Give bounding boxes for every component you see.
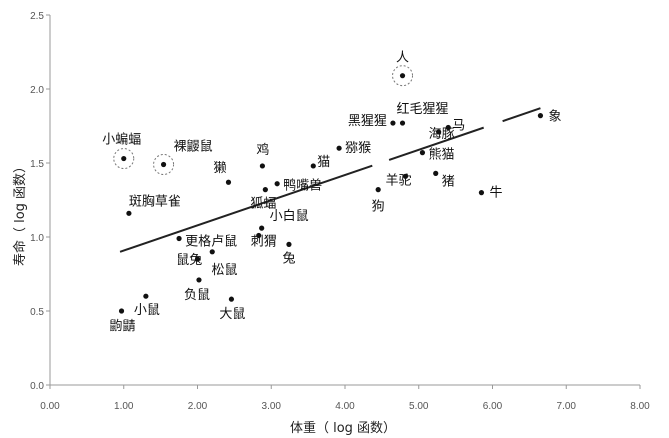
x-tick-label: 5.00 [409, 401, 429, 412]
point-label: 牛 [489, 186, 502, 201]
tick-labels: 0.00 1.00 2.00 3.00 4.00 5.00 6.00 7.00 8.00 0.0 0… [30, 11, 650, 412]
trendline [119, 164, 373, 253]
point-label: 鼠兔 [176, 253, 202, 268]
point-label: 斑胸草雀 [129, 194, 181, 209]
point-label: 鸡 [256, 142, 269, 158]
data-point [433, 170, 439, 176]
x-tick-label: 1.00 [114, 401, 134, 412]
point-label: 鸭嘴兽 [283, 179, 322, 194]
data-point [259, 225, 265, 231]
data-point [478, 190, 485, 196]
highlight-ring [392, 65, 414, 87]
data-point [121, 155, 127, 162]
x-tick-label: 0.00 [40, 401, 60, 412]
data-point [399, 120, 406, 126]
data-point [196, 277, 202, 283]
point-label: 鼩鼱 [110, 319, 136, 334]
point-label: 大鼠 [219, 307, 245, 322]
point-label: 刺猬 [251, 235, 277, 250]
point-label: 兔 [282, 251, 295, 266]
data-points [113, 65, 544, 314]
point-label: 更格卢鼠 [185, 233, 237, 249]
highlight-ring [113, 148, 135, 170]
y-tick-label: 0.5 [30, 307, 44, 318]
x-tick-label: 8.00 [630, 401, 650, 412]
data-point [375, 187, 381, 193]
point-label: 负鼠 [184, 288, 210, 303]
x-tick-label: 7.00 [557, 401, 577, 412]
data-point [336, 145, 342, 151]
point-label: 狐蝠 [250, 197, 276, 212]
point-label: 松鼠 [212, 263, 238, 278]
y-tick-label: 2.5 [30, 11, 44, 22]
highlight-ring [153, 153, 175, 175]
point-label: 黑猩猩 [348, 114, 387, 129]
data-point [225, 179, 232, 185]
trendline-group [119, 107, 541, 253]
data-point [419, 150, 426, 156]
data-point [310, 163, 316, 169]
data-point [399, 73, 406, 79]
axes [46, 14, 641, 389]
data-point [160, 161, 167, 168]
point-label: 海豚 [429, 127, 455, 142]
data-point [126, 210, 132, 216]
data-point [176, 235, 182, 242]
point-label: 猪 [442, 174, 455, 189]
data-point [274, 181, 280, 187]
data-point [402, 173, 409, 179]
point-label: 小鼠 [134, 303, 160, 318]
data-point [143, 293, 149, 299]
data-point [256, 232, 262, 239]
x-tick-label: 6.00 [483, 401, 503, 412]
y-tick-label: 0.0 [30, 381, 44, 392]
data-point [436, 129, 442, 135]
data-point [445, 124, 451, 131]
x-tick-label: 4.00 [335, 401, 355, 412]
x-axis-title: 体重（ log 函数） [290, 420, 396, 436]
data-point [118, 308, 125, 314]
point-label: 小蝙蝠 [102, 132, 141, 148]
data-point [259, 163, 265, 169]
data-point [228, 296, 235, 302]
point-label: 人 [396, 51, 409, 66]
point-label: 象 [548, 110, 561, 125]
point-label: 獭 [213, 161, 226, 176]
point-label: 马 [452, 118, 465, 133]
point-label: 猕猴 [345, 141, 371, 156]
point-label: 小白鼠 [270, 208, 309, 224]
point-label: 熊猫 [428, 147, 454, 163]
data-point [390, 120, 396, 126]
y-axis-title: 寿命（ log 函数） [12, 160, 28, 266]
point-label: 红毛猩猩 [397, 101, 449, 117]
point-label: 羊驼 [385, 172, 411, 188]
y-tick-label: 1.0 [30, 233, 44, 244]
point-label: 狗 [372, 200, 385, 215]
trendline [388, 126, 485, 161]
x-tick-label: 2.00 [188, 401, 208, 412]
point-label: 猫 [317, 155, 330, 170]
x-tick-label: 3.00 [262, 401, 282, 412]
y-tick-label: 1.5 [30, 159, 44, 170]
point-label: 裸鼹鼠 [174, 139, 213, 154]
data-point [209, 249, 215, 255]
data-point [537, 113, 544, 119]
data-point [262, 187, 268, 193]
y-tick-label: 2.0 [30, 85, 44, 96]
trendline [502, 107, 541, 123]
data-point [286, 241, 292, 247]
data-point [194, 256, 201, 262]
